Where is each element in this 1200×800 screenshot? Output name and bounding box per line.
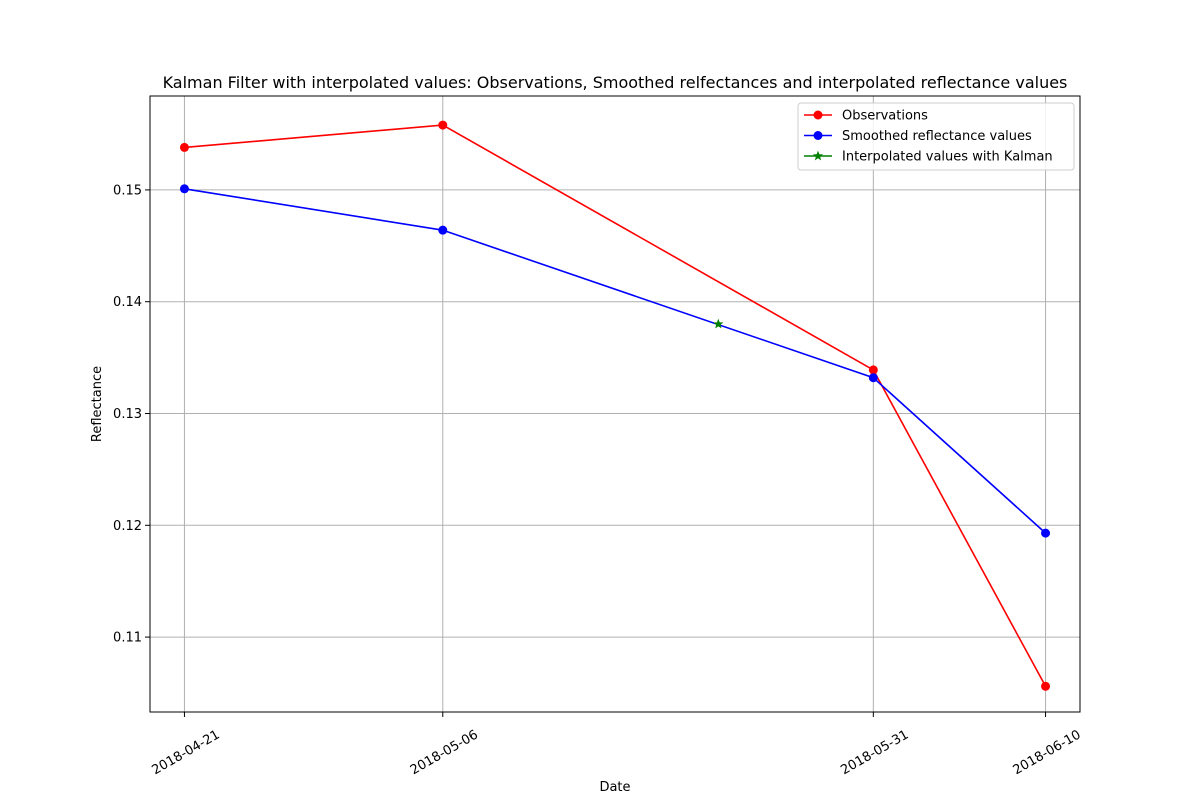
- series-2: [179, 184, 1051, 538]
- data-point: [438, 120, 448, 130]
- data-point: [713, 318, 724, 329]
- y-tick-label: 0.12: [113, 519, 142, 534]
- series-3: [713, 318, 724, 329]
- legend-item: Interpolated values with Kalman: [804, 150, 1053, 165]
- legend-marker: [812, 150, 824, 161]
- series-line: [184, 188, 1047, 534]
- legend-label: Observations: [842, 109, 928, 124]
- y-axis-label: Reflectance: [90, 366, 105, 442]
- legend-label: Interpolated values with Kalman: [842, 150, 1053, 165]
- y-tick-label: 0.15: [113, 183, 142, 198]
- legend-marker: [813, 110, 823, 120]
- data-point: [868, 365, 878, 375]
- chart-title: Kalman Filter with interpolated values: …: [163, 73, 1068, 92]
- y-tick-label: 0.13: [113, 407, 142, 422]
- grid-lines: [150, 96, 1080, 712]
- legend-item: Smoothed reflectance values: [804, 129, 1032, 144]
- plot-frame: [149, 95, 1081, 713]
- data-point: [179, 184, 189, 194]
- series-layer: [179, 120, 1051, 691]
- legend-marker: [813, 131, 823, 140]
- y-tick-label: 0.14: [113, 295, 142, 310]
- y-axis: 0.11 0.12 0.13 0.14 0.15: [113, 183, 150, 646]
- legend: Observations Smoothed reflectance values I…: [797, 102, 1075, 171]
- series-1: [179, 120, 1051, 691]
- data-point: [868, 373, 878, 383]
- x-axis-label: Date: [599, 780, 630, 795]
- data-point: [438, 225, 448, 235]
- legend-item: Observations: [804, 109, 928, 124]
- data-point: [179, 142, 189, 152]
- series-line: [184, 124, 1047, 687]
- data-point: [1041, 528, 1051, 538]
- legend-label: Smoothed reflectance values: [842, 129, 1032, 144]
- y-tick-label: 0.11: [113, 631, 142, 646]
- legend-box: [797, 102, 1075, 171]
- data-point: [1041, 681, 1051, 691]
